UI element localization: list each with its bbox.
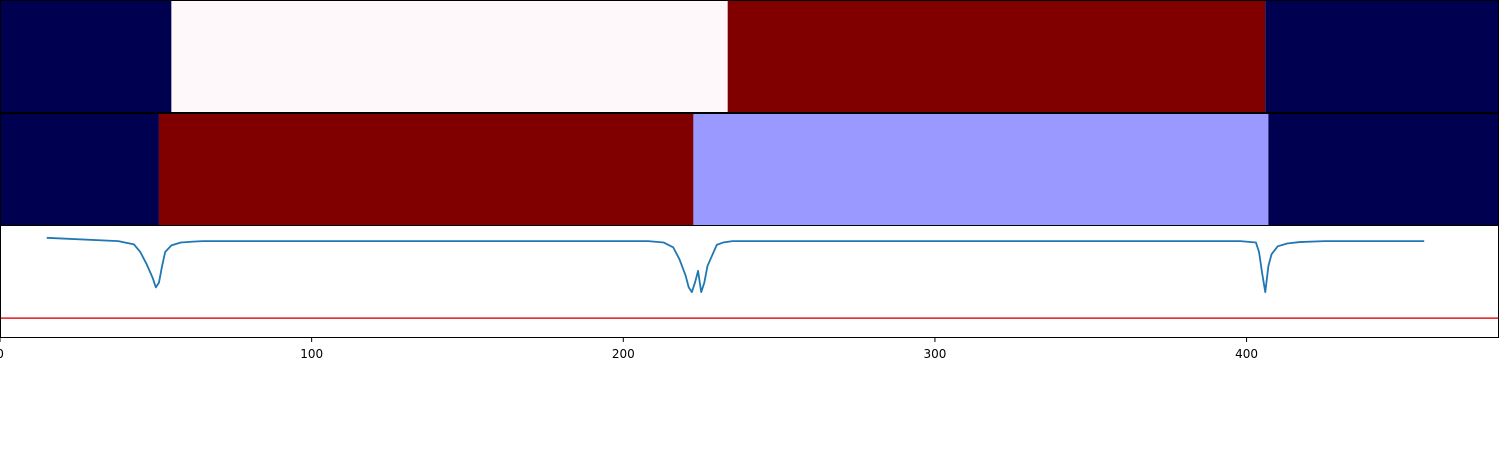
top-strip-heatmap bbox=[0, 0, 1499, 113]
middle-strip-segment-2 bbox=[693, 113, 1269, 226]
top-strip-segment-2 bbox=[727, 0, 1266, 113]
x-tick-label-200: 200 bbox=[612, 347, 635, 361]
x-tick-label-400: 400 bbox=[1235, 347, 1258, 361]
top-strip-segment-1 bbox=[171, 0, 728, 113]
middle-strip-segment-0 bbox=[0, 113, 159, 226]
bottom-plot-frame bbox=[0, 225, 1499, 338]
top-strip-frame bbox=[0, 0, 1499, 113]
series-line-0 bbox=[46, 236, 1425, 294]
bottom-line-plot bbox=[0, 236, 1499, 319]
x-axis: 0 100 200 300 400 bbox=[0, 338, 1258, 361]
x-tick-label-100: 100 bbox=[300, 347, 323, 361]
middle-strip-segment-3 bbox=[1268, 113, 1499, 226]
x-tick-label-0: 0 bbox=[0, 347, 4, 361]
middle-strip-heatmap bbox=[0, 113, 1499, 226]
top-strip-segment-3 bbox=[1265, 0, 1499, 113]
top-strip-segment-0 bbox=[0, 0, 172, 113]
x-tick-label-300: 300 bbox=[923, 347, 946, 361]
middle-strip-segment-1 bbox=[158, 113, 694, 226]
